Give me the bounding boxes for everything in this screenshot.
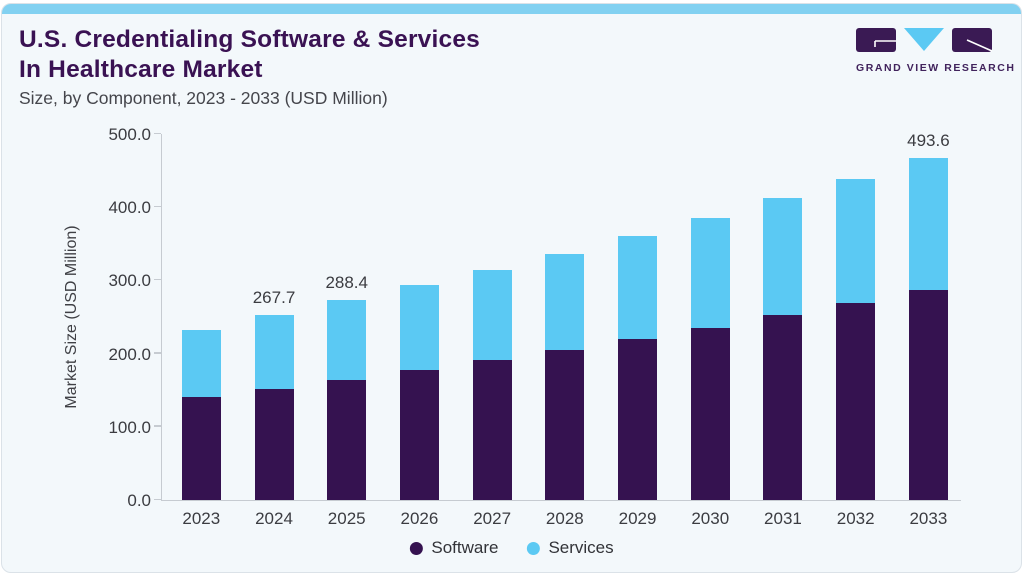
y-tick-mark (153, 278, 161, 281)
legend-label-services: Services (548, 538, 614, 557)
x-axis-label-2027: 2027 (473, 509, 512, 528)
page-subtitle: Size, by Component, 2023 - 2033 (USD Mil… (19, 88, 388, 108)
bar-2030-services-segment (690, 217, 730, 328)
y-tick-mark (153, 352, 161, 354)
logo-g-glyph (874, 40, 896, 47)
bar-2027-services-segment (472, 270, 512, 361)
legend-label-software: Software (431, 538, 499, 557)
y-tick-mark (153, 425, 161, 427)
bar-2026-services-segment (399, 285, 439, 370)
bar-2030-software-segment (690, 327, 730, 500)
y-axis-title: Market Size (USD Million) (63, 225, 80, 409)
bar-2028 (545, 134, 585, 500)
grand-view-research-logo: GRAND VIEW RESEARCH (856, 28, 1016, 74)
legend: Software Services (409, 538, 614, 558)
bar-2033-services-segment (908, 158, 948, 291)
bar-2031-services-segment (763, 198, 803, 316)
legend-item-software: Software (409, 538, 498, 558)
x-axis-label-2028: 2028 (545, 509, 584, 528)
y-tick-mark (153, 205, 161, 208)
bar-2024-services-segment (254, 314, 294, 389)
x-axis-label-2029: 2029 (618, 509, 657, 528)
legend-dot-software-icon (409, 541, 423, 555)
x-axis-label-2024: 2024 (255, 509, 293, 528)
bar-2030 (690, 134, 730, 500)
y-tick-mark (153, 132, 161, 134)
bar-2029-software-segment (618, 339, 658, 500)
x-axis-label-2031: 2031 (764, 509, 802, 528)
x-axis-label-2033: 2033 (909, 509, 948, 528)
y-tick-label: 400.0 (108, 198, 151, 218)
bar-2025-software-segment (327, 379, 367, 500)
x-axis-label-2023: 2023 (182, 509, 221, 528)
bar-2025-services-segment (327, 300, 367, 380)
bar-value-label-2033: 493.6 (907, 131, 950, 151)
legend-item-services: Services (526, 538, 614, 558)
x-axis-label-2030: 2030 (691, 509, 730, 528)
chart-card: U.S. Credentialing Software & Services I… (1, 3, 1022, 573)
bar-2026-software-segment (399, 369, 439, 500)
bar-value-label-2024: 267.7 (252, 287, 296, 307)
logo-v-triangle-icon (904, 28, 944, 51)
bar-2032 (836, 134, 876, 500)
bar-2032-software-segment (836, 302, 876, 500)
y-tick-label: 500.0 (108, 125, 151, 144)
bar-2024-software-segment (254, 388, 294, 500)
logo-text: GRAND VIEW RESEARCH (856, 62, 1016, 74)
bar-2028-services-segment (545, 253, 585, 350)
logo-r-glyph (966, 39, 993, 52)
card-top-accent-bar (2, 4, 1021, 14)
x-axis-label-2026: 2026 (400, 509, 439, 528)
y-tick-mark (153, 498, 161, 500)
logo-g-block (856, 28, 896, 52)
bar-2033: 493.6 (907, 131, 950, 500)
bar-2023-software-segment (181, 396, 221, 500)
bar-2023 (181, 134, 221, 500)
bar-2031 (763, 134, 803, 500)
legend-dot-services-icon (526, 541, 540, 555)
bar-2027 (472, 134, 512, 500)
page-title-line1: U.S. Credentialing Software & Services (19, 26, 480, 53)
y-tick-label: 0.0 (127, 491, 151, 510)
bar-2025: 288.4 (325, 134, 368, 500)
x-axis-label-2025: 2025 (327, 509, 366, 528)
bar-2028-software-segment (545, 349, 585, 500)
bar-value-label-2025: 288.4 (325, 273, 368, 293)
bar-2031-software-segment (763, 315, 803, 500)
x-axis-label-2032: 2032 (836, 509, 875, 528)
bar-2033-software-segment (908, 290, 948, 500)
gvr-logo-icon (856, 28, 993, 52)
y-tick-label: 300.0 (108, 271, 151, 291)
y-tick-label: 200.0 (108, 344, 151, 364)
bar-2023-services-segment (181, 329, 221, 397)
bar-2027-software-segment (472, 360, 512, 500)
bar-2029 (618, 134, 658, 500)
page-title-line2: In Healthcare Market (19, 56, 263, 83)
bar-2024: 267.7 (252, 134, 296, 500)
y-tick-label: 100.0 (108, 417, 151, 437)
bar-2032-services-segment (836, 178, 876, 303)
bar-2026 (399, 134, 439, 500)
plot-area: 0.0 100.0 200.0 300.0 400.0 500.0 2023 267.7 202… (108, 125, 961, 528)
bar-2029-services-segment (618, 236, 658, 340)
